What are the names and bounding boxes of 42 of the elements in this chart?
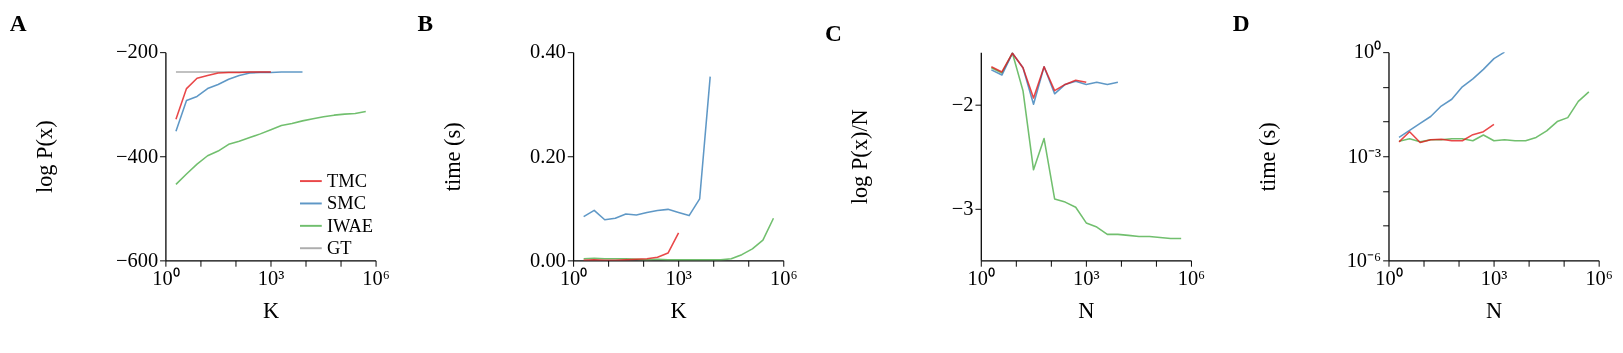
x-tick-label: 10³ [1480, 267, 1508, 290]
x-tick-label: 10³ [257, 267, 285, 290]
y-axis-title: log P(x)/N [847, 109, 873, 205]
chart-title: B [417, 9, 433, 36]
x-tick-label: 10⁶ [1177, 267, 1206, 290]
legend-label: TMC [326, 170, 367, 191]
legend-label: SMC [326, 193, 366, 214]
chart-title: A [9, 9, 27, 36]
line-series [175, 110, 367, 186]
y-tick-label: 10⁻³ [1347, 144, 1382, 167]
chart-title: D [1232, 9, 1250, 36]
y-tick-label: 10⁰ [1353, 40, 1382, 63]
y-tick-label: −3 [951, 196, 974, 219]
x-tick-label: 10⁶ [362, 267, 390, 290]
y-axis-title: log P(x) [32, 120, 58, 194]
line-series [175, 71, 304, 133]
y-tick-label: −2 [951, 92, 974, 115]
y-tick-label: 0.40 [530, 40, 566, 63]
line-series [175, 71, 272, 121]
line-series [582, 75, 711, 221]
x-axis-title: N [1486, 298, 1503, 324]
x-tick-label: 10³ [1073, 267, 1100, 290]
y-tick-label: −400 [115, 144, 159, 167]
y-axis-title: time (s) [439, 122, 465, 192]
y-tick-label: 0.20 [530, 144, 566, 167]
chart-title: C [825, 20, 842, 47]
line-series [582, 217, 775, 261]
x-tick-label: 10⁶ [770, 267, 798, 290]
x-tick-label: 10⁰ [967, 267, 995, 290]
line-series [1398, 52, 1506, 139]
y-tick-label: −200 [115, 40, 159, 63]
x-axis-title: N [1078, 298, 1095, 324]
x-axis-title: K [262, 298, 280, 324]
line-series [990, 52, 1088, 99]
legend-label: GT [326, 238, 352, 259]
legend-label: IWAE [326, 215, 374, 236]
x-tick-label: 10³ [665, 267, 692, 290]
y-axis-title: time (s) [1255, 122, 1281, 192]
x-axis-title: K [670, 298, 687, 324]
line-series [990, 52, 1182, 240]
x-tick-label: 10⁶ [1585, 267, 1613, 290]
line-series [1398, 123, 1495, 144]
